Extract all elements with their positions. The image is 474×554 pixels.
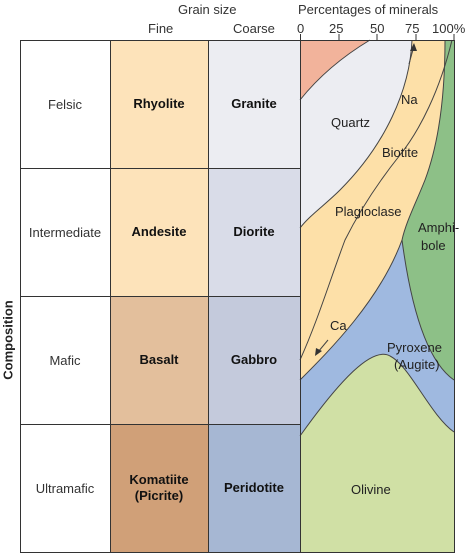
tick-50: 50 [370,21,385,36]
coarse-rock-diorite: Diorite [208,168,300,296]
tick-75: 75 [405,21,420,36]
plagioclase-label: Plagioclase [335,204,402,219]
fine-rock-basalt: Basalt [110,296,208,424]
amphibole-label-1: Amphi- [418,220,459,235]
biotite-label: Biotite [382,145,418,160]
pyroxene-label-1: Pyroxene [387,340,442,355]
row-label-ultramafic: Ultramafic [35,480,95,496]
tick-0: 0 [297,21,305,36]
fine-rock-andesite: Andesite [110,168,208,296]
percentages-header: Percentages of minerals [298,2,439,17]
row-label-intermediate: Intermediate [28,224,102,240]
coarse-rock-granite: Granite [208,40,300,168]
grain-size-header: Grain size [178,2,237,17]
coarse-rock-peridotite: Peridotite [208,424,300,552]
tick-25: 25 [329,21,344,36]
olivine-label: Olivine [351,482,391,497]
fine-header: Fine [148,21,174,36]
orthoclase-region [300,40,370,100]
coarse-rock-gabbro: Gabbro [208,296,300,424]
coarse-header: Coarse [233,21,275,36]
olivine-region [300,354,454,552]
amphibole-label-2: bole [421,238,446,253]
amphibole-region [402,40,454,380]
na-label: Na [401,92,418,107]
quartz-label: Quartz [331,115,370,130]
fine-rock-rhyolite: Rhyolite [110,40,208,168]
pyroxene-region [300,240,454,436]
row-label-felsic: Felsic [48,96,82,112]
quartz-region [300,40,412,228]
pyroxene-label-2: (Augite) [394,357,440,372]
fine-rock-komatiite: Komatiite (Picrite) [110,424,208,552]
tick-100: 100% [432,21,466,36]
ca-label: Ca [330,318,347,333]
row-label-mafic: Mafic [49,352,81,368]
